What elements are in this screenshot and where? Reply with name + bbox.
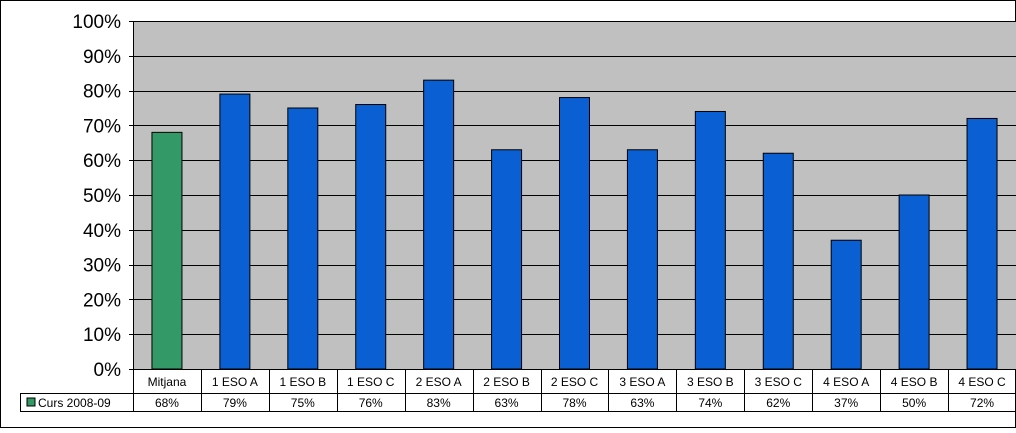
bar xyxy=(763,153,793,369)
category-label: 3 ESO B xyxy=(687,375,734,389)
y-tick-label: 100% xyxy=(72,12,121,33)
data-label: 72% xyxy=(970,396,994,410)
bar xyxy=(492,150,522,369)
category-label: 4 ESO C xyxy=(958,375,1006,389)
legend-swatch xyxy=(27,398,35,406)
category-label: 2 ESO C xyxy=(551,375,599,389)
category-label: 4 ESO A xyxy=(823,375,869,389)
y-tick-label: 50% xyxy=(83,186,121,207)
category-label: 3 ESO A xyxy=(619,375,665,389)
bar xyxy=(967,118,997,369)
data-label: 83% xyxy=(427,396,451,410)
bar xyxy=(152,132,182,369)
bar xyxy=(220,94,250,369)
category-label: 1 ESO A xyxy=(212,375,258,389)
data-label: 63% xyxy=(630,396,654,410)
category-label: 4 ESO B xyxy=(891,375,938,389)
bar xyxy=(695,111,725,369)
bar xyxy=(424,80,454,369)
y-axis: 0% 10% 20% 30% 40% 50% 60% 70% 80% 90% 100% xyxy=(72,12,133,381)
data-label: 50% xyxy=(902,396,926,410)
y-tick-label: 10% xyxy=(83,325,121,346)
category-label: 1 ESO C xyxy=(347,375,395,389)
y-tick-label: 70% xyxy=(83,116,121,137)
y-tick-label: 20% xyxy=(83,290,121,311)
bar xyxy=(831,240,861,369)
bar xyxy=(288,108,318,369)
bar xyxy=(899,195,929,369)
category-label: Mitjana xyxy=(148,375,187,389)
data-label: 74% xyxy=(698,396,722,410)
category-label: 2 ESO A xyxy=(416,375,462,389)
data-label: 62% xyxy=(766,396,790,410)
data-table: Mitjana 1 ESO A 1 ESO B 1 ESO C 2 ESO A 2 ESO… xyxy=(20,369,1016,412)
y-tick-label: 40% xyxy=(83,221,121,242)
data-label: 63% xyxy=(495,396,519,410)
category-label: 2 ESO B xyxy=(483,375,530,389)
category-label: 1 ESO B xyxy=(279,375,326,389)
y-tick-label: 80% xyxy=(83,82,121,103)
bar xyxy=(560,98,590,369)
y-tick-label: 30% xyxy=(83,256,121,277)
y-tick-label: 90% xyxy=(83,47,121,68)
bar xyxy=(356,105,386,369)
data-label: 76% xyxy=(359,396,383,410)
category-label: 3 ESO C xyxy=(755,375,803,389)
bar xyxy=(627,150,657,369)
legend-label: Curs 2008-09 xyxy=(38,396,111,410)
data-label: 68% xyxy=(155,396,179,410)
data-label: 79% xyxy=(223,396,247,410)
data-label: 75% xyxy=(291,396,315,410)
y-tick-label: 60% xyxy=(83,151,121,172)
data-label: 37% xyxy=(834,396,858,410)
y-tick-label: 0% xyxy=(94,360,122,381)
data-label: 78% xyxy=(562,396,586,410)
